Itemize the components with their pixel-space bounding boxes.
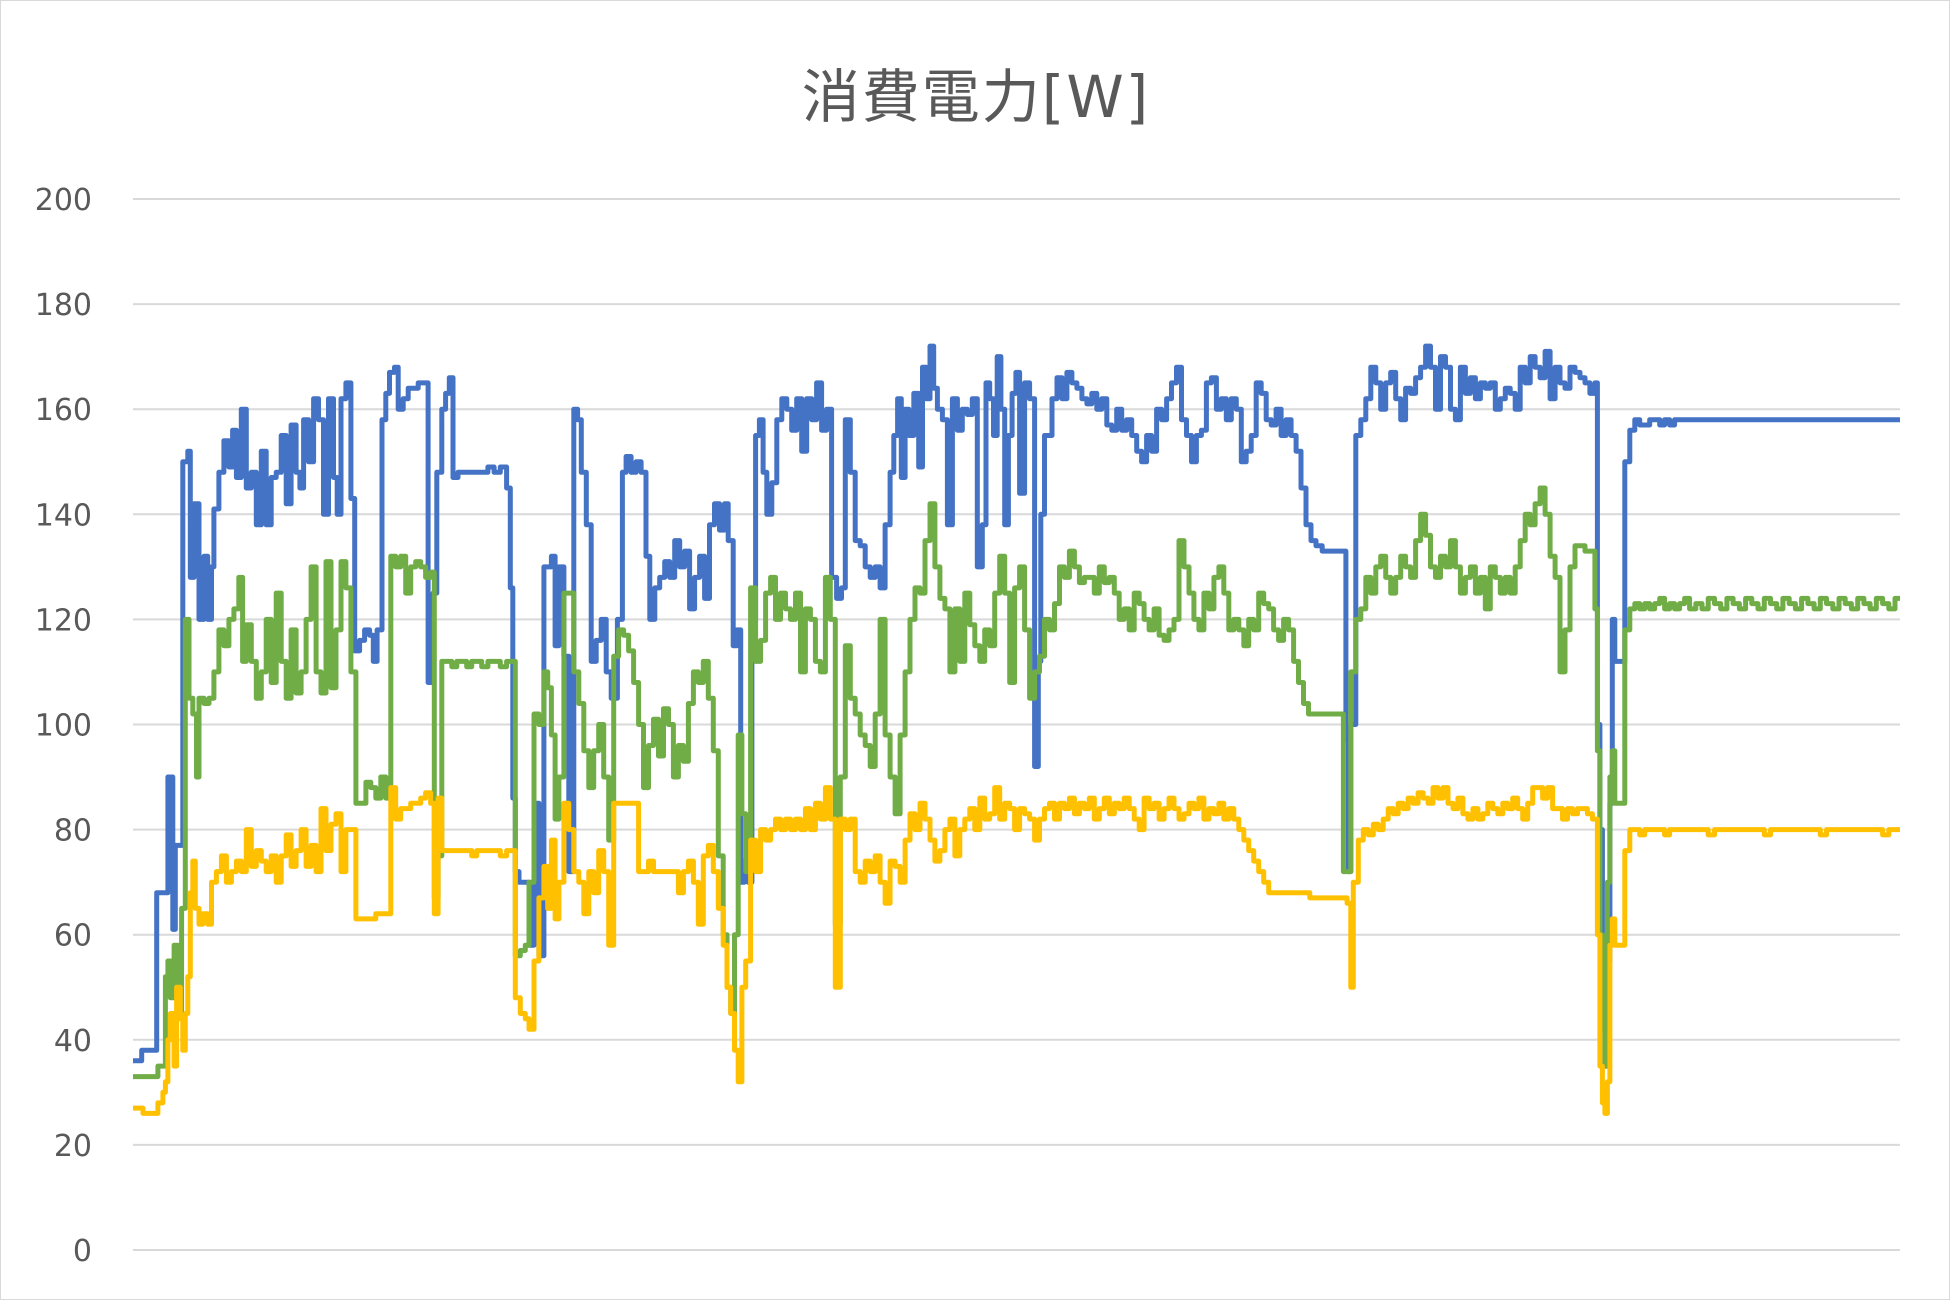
y-tick-label-160: 160 [35, 393, 92, 428]
y-tick-label-80: 80 [54, 814, 92, 849]
series-line-2 [133, 485, 1900, 1080]
chart-title: 消費電力[W] [801, 63, 1151, 131]
y-axis-tick-labels: 0 20 40 60 80 100 120 140 160 180 200 [35, 183, 92, 1269]
y-tick-label-180: 180 [35, 288, 92, 323]
series-lines [133, 343, 1900, 1116]
y-tick-label-40: 40 [54, 1024, 92, 1059]
series-line-1 [133, 343, 1900, 1069]
series-line-3 [133, 785, 1900, 1116]
y-tick-label-0: 0 [73, 1234, 92, 1269]
y-tick-label-140: 140 [35, 498, 92, 533]
y-tick-label-100: 100 [35, 709, 92, 744]
y-tick-label-60: 60 [54, 919, 92, 954]
y-tick-label-200: 200 [35, 183, 92, 218]
gridlines [133, 198, 1900, 1251]
y-tick-label-20: 20 [54, 1129, 92, 1164]
y-tick-label-120: 120 [35, 603, 92, 638]
